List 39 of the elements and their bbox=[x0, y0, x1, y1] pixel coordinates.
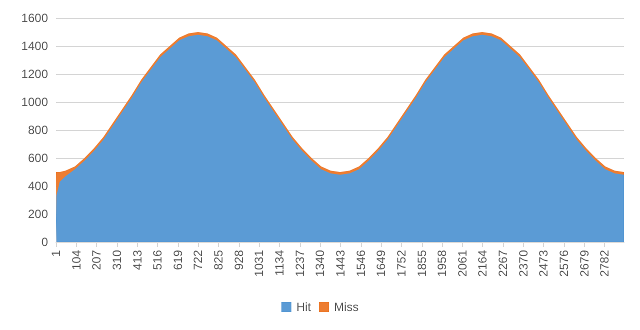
x-tick-label: 2782 bbox=[598, 250, 612, 277]
x-tick-label: 2473 bbox=[536, 250, 551, 277]
x-tick-label: 619 bbox=[170, 250, 185, 270]
x-tick-label: 104 bbox=[69, 250, 84, 270]
x-tick-label: 2164 bbox=[476, 250, 490, 277]
x-tick-label: 928 bbox=[232, 250, 246, 270]
x-tick-label: 2370 bbox=[516, 250, 530, 277]
y-tick-label: 200 bbox=[28, 207, 48, 221]
x-tick-label: 1649 bbox=[374, 250, 388, 277]
x-tick-label: 310 bbox=[110, 250, 124, 270]
x-tick-label: 825 bbox=[212, 250, 226, 270]
x-tick-label: 516 bbox=[150, 250, 165, 270]
y-tick-label: 600 bbox=[28, 151, 48, 165]
y-tick-label: 0 bbox=[41, 235, 48, 249]
x-tick-label: 1031 bbox=[252, 250, 266, 277]
y-tick-label: 1200 bbox=[21, 67, 48, 81]
x-tick-label: 2061 bbox=[455, 250, 470, 277]
x-tick-label: 2679 bbox=[577, 250, 592, 277]
y-tick-label: 1400 bbox=[21, 39, 48, 53]
x-tick-label: 1958 bbox=[435, 250, 450, 277]
x-tick-label: 1134 bbox=[272, 250, 287, 276]
legend-label: Hit bbox=[296, 300, 312, 314]
x-tick-label: 1443 bbox=[333, 250, 348, 277]
x-tick-label: 1752 bbox=[394, 250, 408, 277]
x-tick-label: 1237 bbox=[292, 250, 307, 277]
x-tick-label: 1340 bbox=[313, 250, 328, 277]
x-tick-label: 2267 bbox=[496, 250, 510, 277]
x-tick-label: 1 bbox=[49, 250, 63, 257]
y-tick-label: 1600 bbox=[21, 11, 48, 25]
x-tick-label: 1855 bbox=[414, 250, 429, 277]
x-tick-label: 2576 bbox=[557, 250, 572, 277]
x-tick-label: 1546 bbox=[354, 250, 368, 277]
y-tick-label: 1000 bbox=[21, 95, 48, 109]
x-tick-label: 722 bbox=[191, 250, 206, 270]
x-tick-label: 413 bbox=[130, 250, 144, 270]
y-tick-label: 400 bbox=[28, 179, 48, 193]
y-tick-label: 800 bbox=[28, 123, 48, 137]
legend-label: Miss bbox=[334, 300, 359, 314]
x-tick-label: 207 bbox=[90, 250, 104, 270]
